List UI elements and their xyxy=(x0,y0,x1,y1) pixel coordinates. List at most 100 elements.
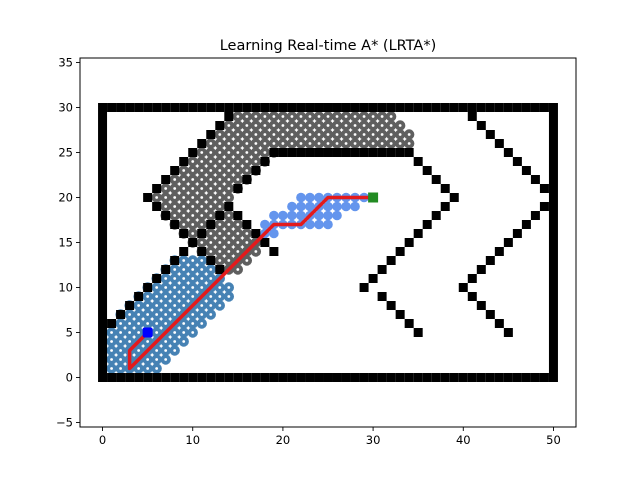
explored-node-center xyxy=(137,349,141,352)
closed-node-center xyxy=(245,115,249,118)
closed-node-center xyxy=(236,223,240,226)
obstacle-cell xyxy=(440,184,450,193)
closed-node-center xyxy=(209,196,213,199)
goal-marker xyxy=(368,192,379,203)
obstacle-cell xyxy=(314,373,324,382)
obstacle-cell xyxy=(206,256,216,265)
explored-node-center xyxy=(119,358,122,361)
open-node xyxy=(323,210,333,221)
obstacle-cell xyxy=(476,373,486,382)
closed-node-center xyxy=(281,142,285,145)
closed-node-center xyxy=(353,115,357,118)
obstacle-cell xyxy=(98,301,108,310)
obstacle-cell xyxy=(521,220,531,229)
explored-node-center xyxy=(119,367,122,370)
closed-node-center xyxy=(182,169,186,172)
open-node xyxy=(314,210,324,221)
obstacle-cell xyxy=(521,166,531,175)
obstacle-cell xyxy=(548,112,558,121)
closed-node-center xyxy=(191,178,195,181)
obstacle-cell xyxy=(530,103,540,112)
obstacle-cell xyxy=(269,103,279,112)
obstacle-cell xyxy=(107,319,117,328)
obstacle-cell xyxy=(521,103,531,112)
obstacle-cell xyxy=(341,373,351,382)
closed-node-center xyxy=(344,124,348,127)
obstacle-cell xyxy=(98,238,108,247)
explored-node-center xyxy=(110,367,113,370)
explored-node-center xyxy=(209,277,213,280)
path-layer xyxy=(127,195,375,371)
obstacle-cell xyxy=(323,103,333,112)
closed-node-center xyxy=(389,124,393,127)
closed-node-center xyxy=(272,133,276,136)
explored-node-center xyxy=(110,349,113,352)
closed-node-center xyxy=(335,142,339,145)
explored-node-center xyxy=(200,286,204,289)
obstacle-cell xyxy=(278,148,288,157)
closed-node-center xyxy=(371,142,375,145)
explored-node-center xyxy=(209,268,213,271)
explored-node-center xyxy=(146,367,150,370)
closed-node-center xyxy=(200,196,204,199)
obstacle-cell xyxy=(287,148,297,157)
obstacle-cell xyxy=(170,256,180,265)
closed-node-center xyxy=(236,169,240,172)
obstacle-cell xyxy=(539,184,549,193)
obstacle-cell xyxy=(98,346,108,355)
open-node xyxy=(287,210,297,221)
obstacle-cell xyxy=(350,103,360,112)
y-tick-label: 15 xyxy=(58,236,73,250)
obstacle-cell xyxy=(494,319,504,328)
open-node xyxy=(305,219,315,230)
closed-node-center xyxy=(218,133,222,136)
closed-node-center xyxy=(353,133,357,136)
closed-node-center xyxy=(200,187,204,190)
x-tick-label: 40 xyxy=(456,433,471,447)
explored-node-center xyxy=(191,331,195,334)
explored-node-center xyxy=(110,358,113,361)
closed-node-center xyxy=(218,142,222,145)
obstacle-cell xyxy=(530,211,540,220)
obstacle-cell xyxy=(548,238,558,247)
obstacle-cell xyxy=(413,157,423,166)
obstacle-cell xyxy=(548,211,558,220)
obstacle-cell xyxy=(548,148,558,157)
explored-node-center xyxy=(209,304,213,307)
obstacle-cell xyxy=(440,373,450,382)
obstacle-cell xyxy=(332,373,342,382)
obstacle-cell xyxy=(548,283,558,292)
obstacle-cell xyxy=(170,373,180,382)
obstacle-cell xyxy=(125,301,135,310)
closed-node-center xyxy=(245,241,249,244)
obstacle-cell xyxy=(143,283,153,292)
closed-node-center xyxy=(263,124,267,127)
obstacle-cell xyxy=(188,373,198,382)
obstacle-cell xyxy=(404,238,414,247)
closed-node-center xyxy=(236,133,240,136)
explored-node-center xyxy=(182,340,186,343)
open-node xyxy=(314,219,324,230)
obstacle-cell xyxy=(548,337,558,346)
y-tick-label: 5 xyxy=(66,326,73,340)
closed-node-center xyxy=(227,241,231,244)
closed-node-center xyxy=(227,169,231,172)
obstacle-cell xyxy=(143,103,153,112)
obstacle-cell xyxy=(512,157,522,166)
obstacle-cell xyxy=(188,103,198,112)
explored-node-center xyxy=(155,313,159,316)
y-tick-label: 10 xyxy=(58,281,73,295)
closed-node-center xyxy=(344,115,348,118)
obstacle-cell xyxy=(548,373,558,382)
explored-node-center xyxy=(218,304,222,307)
obstacle-cell xyxy=(395,103,405,112)
obstacle-cell xyxy=(395,310,405,319)
closed-node-center xyxy=(353,124,357,127)
obstacle-cell xyxy=(413,373,423,382)
obstacle-cell xyxy=(242,103,252,112)
obstacle-cell xyxy=(215,103,225,112)
obstacle-cell xyxy=(548,310,558,319)
closed-node-center xyxy=(200,205,204,208)
obstacle-cell xyxy=(215,265,225,274)
closed-node-center xyxy=(362,133,366,136)
